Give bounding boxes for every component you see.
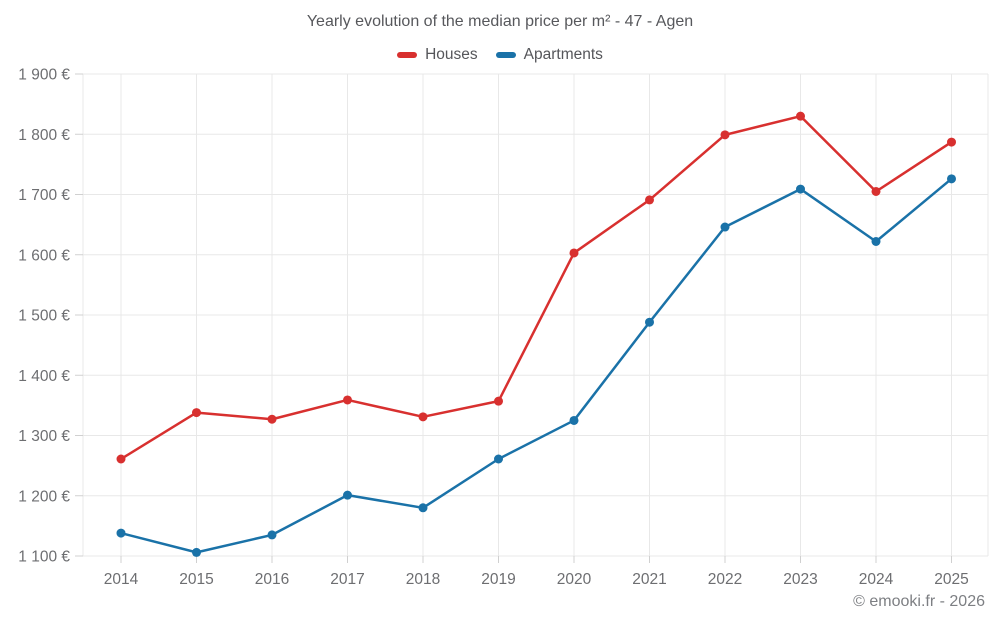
y-tick-label: 1 600 €	[18, 247, 70, 264]
houses-point-2014[interactable]	[116, 454, 126, 464]
houses-point-2021[interactable]	[645, 195, 654, 205]
legend-swatch-apartments	[495, 52, 516, 58]
x-tick-label: 2014	[104, 571, 139, 588]
houses-point-2024[interactable]	[871, 186, 881, 196]
houses-point-2023[interactable]	[796, 111, 805, 121]
legend-item-apartments[interactable]: Apartments	[495, 46, 603, 64]
y-axis-labels: 1 100 € 1 200 € 1 300 € 1 400 € 1 500 € 1 600…	[18, 67, 70, 566]
legend-label-apartments: Apartments	[523, 46, 603, 63]
houses-point-2016[interactable]	[267, 414, 277, 424]
apartments-line	[119, 177, 953, 554]
houses-point-2025[interactable]	[947, 137, 956, 147]
gridlines	[82, 73, 989, 557]
axis-ticks	[75, 73, 952, 563]
apartments-point-2019[interactable]	[494, 454, 503, 464]
houses-series	[116, 111, 956, 464]
x-tick-label: 2015	[179, 571, 213, 588]
apartments-point-2021[interactable]	[645, 317, 654, 327]
houses-point-2019[interactable]	[494, 396, 503, 406]
apartments-point-2020[interactable]	[569, 415, 579, 425]
chart-title: Yearly evolution of the median price per…	[306, 13, 694, 30]
x-tick-label: 2019	[481, 571, 515, 588]
legend-swatch-houses	[397, 52, 418, 58]
y-tick-label: 1 700 €	[18, 187, 70, 204]
y-tick-label: 1 800 €	[18, 127, 70, 144]
x-axis-labels: 2014 2015 2016 2017 2018 2019 2020 2021 2022 2023…	[104, 571, 969, 588]
x-tick-label: 2023	[783, 571, 817, 588]
houses-point-2015[interactable]	[192, 408, 201, 418]
y-tick-label: 1 900 €	[18, 67, 70, 84]
apartments-point-2022[interactable]	[720, 222, 730, 232]
x-tick-label: 2016	[255, 571, 289, 588]
x-tick-label: 2024	[859, 571, 894, 588]
x-tick-label: 2025	[934, 571, 968, 588]
houses-point-2022[interactable]	[720, 130, 730, 140]
chart-legend: Houses Apartments	[0, 46, 1000, 64]
x-tick-label: 2017	[330, 571, 364, 588]
apartments-point-2016[interactable]	[267, 530, 277, 540]
apartments-point-2014[interactable]	[116, 528, 126, 538]
legend-item-houses[interactable]: Houses	[397, 46, 478, 64]
houses-point-2018[interactable]	[418, 412, 428, 422]
x-tick-label: 2022	[708, 571, 742, 588]
apartments-point-2015[interactable]	[192, 547, 201, 557]
y-tick-label: 1 500 €	[18, 308, 70, 325]
apartments-series	[116, 174, 956, 557]
copyright-credit: © emooki.fr - 2026	[853, 593, 985, 610]
y-tick-label: 1 200 €	[18, 488, 70, 505]
apartments-point-2018[interactable]	[418, 503, 428, 513]
legend-label-houses: Houses	[425, 46, 478, 63]
x-tick-label: 2021	[632, 571, 666, 588]
apartments-point-2023[interactable]	[796, 184, 805, 194]
houses-point-2020[interactable]	[569, 248, 579, 258]
y-tick-label: 1 300 €	[18, 428, 70, 445]
apartments-point-2017[interactable]	[343, 490, 352, 500]
houses-point-2017[interactable]	[343, 395, 352, 405]
x-tick-label: 2020	[557, 571, 592, 588]
y-tick-label: 1 400 €	[18, 368, 70, 385]
apartments-point-2025[interactable]	[947, 174, 956, 184]
apartments-point-2024[interactable]	[871, 236, 881, 246]
houses-line	[119, 114, 953, 461]
y-tick-label: 1 100 €	[18, 549, 70, 566]
x-tick-label: 2018	[406, 571, 440, 588]
